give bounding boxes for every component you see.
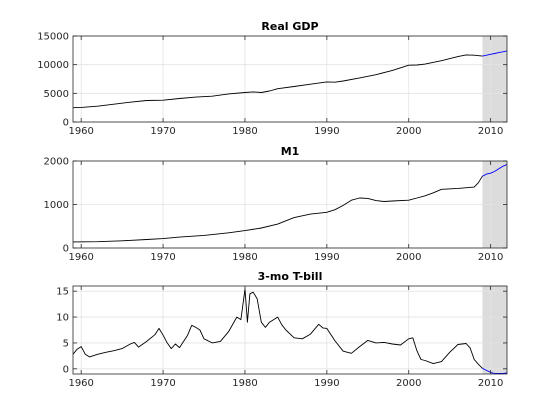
- series-line-2: [482, 164, 507, 177]
- x-tick-label: 2000: [396, 252, 421, 263]
- series-line-1: [73, 54, 483, 109]
- x-tick-label: 2010: [478, 378, 503, 389]
- plot-area: [73, 286, 507, 374]
- y-tick-label: 15: [56, 287, 69, 298]
- x-tick-label: 1980: [232, 378, 257, 389]
- x-tick-label: 2000: [396, 378, 421, 389]
- subplot-title: Real GDP: [261, 20, 318, 33]
- shaded-region: [482, 36, 507, 122]
- y-tick-label: 0: [63, 244, 69, 255]
- shaded-region: [482, 286, 507, 374]
- series-line-2: [482, 367, 507, 374]
- y-tick-label: 2000: [44, 157, 69, 168]
- subplot-1: 1960 1970 1980 1990 2000 2010 0 5000 10000 15000 R…: [37, 20, 508, 137]
- x-tick-label: 2010: [478, 126, 503, 137]
- y-tick-label: 5000: [44, 89, 69, 100]
- x-tick-label: 1990: [314, 378, 339, 389]
- subplot-title: M1: [281, 145, 300, 158]
- x-tick-label: 1970: [150, 126, 175, 137]
- plot-area: [73, 36, 507, 122]
- y-tick-label: 15000: [37, 32, 69, 43]
- x-tick-label: 2000: [396, 126, 421, 137]
- axes-frame: [72, 35, 508, 123]
- x-tick-label: 1970: [150, 252, 175, 263]
- y-tick-label: 10000: [37, 60, 69, 71]
- x-tick-label: 1960: [68, 252, 93, 263]
- subplot-2: 1960 1970 1980 1990 2000 2010 0 1000 2000 M1: [44, 145, 508, 263]
- x-tick-label: 1980: [232, 126, 257, 137]
- series-line-2: [482, 50, 507, 57]
- x-tick-label: 1970: [150, 378, 175, 389]
- y-tick-label: 5: [63, 338, 69, 349]
- y-tick-label: 0: [63, 118, 69, 129]
- axes-frame: [72, 285, 508, 375]
- x-tick-label: 1960: [68, 378, 93, 389]
- x-tick-label: 1960: [68, 126, 93, 137]
- x-tick-label: 1980: [232, 252, 257, 263]
- y-tick-label: 0: [63, 364, 69, 375]
- y-tick-label: 1000: [44, 200, 69, 211]
- series-line-1: [73, 288, 483, 369]
- subplot-title: 3-mo T-bill: [258, 270, 323, 283]
- x-tick-label: 1990: [314, 252, 339, 263]
- y-tick-label: 10: [56, 313, 69, 324]
- x-tick-label: 2010: [478, 252, 503, 263]
- x-tick-label: 1990: [314, 126, 339, 137]
- subplot-3: 1960 1970 1980 1990 2000 2010 0 5 10 15 3-mo T-bil…: [56, 270, 508, 389]
- series-line-1: [73, 175, 483, 243]
